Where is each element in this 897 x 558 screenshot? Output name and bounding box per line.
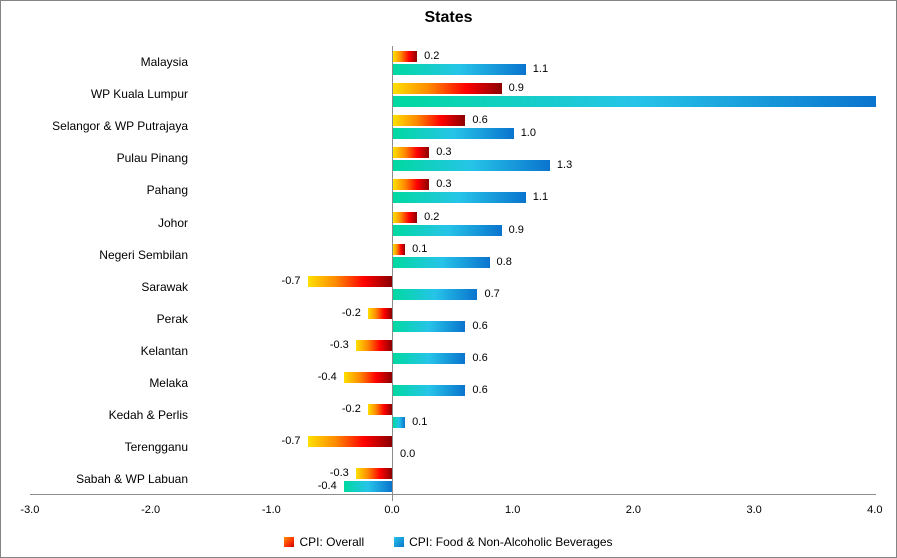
value-label: -0.4 (317, 371, 337, 383)
bar-cpi-overall (355, 468, 392, 480)
value-label: 0.6 (472, 384, 488, 396)
state-label: Johor (157, 215, 188, 230)
value-label: 0.3 (436, 178, 452, 191)
bar-cpi-overall (393, 115, 466, 127)
bar-cpi-overall (393, 211, 418, 223)
state-label: Perak (156, 311, 188, 326)
bar-cpi-food (393, 288, 478, 300)
value-label: -0.7 (281, 274, 301, 287)
bar-cpi-food (393, 417, 406, 429)
bar-cpi-food (393, 96, 876, 108)
state-label: Melaka (149, 376, 188, 390)
x-tick-label: 3.0 (746, 504, 762, 516)
state-label: Terengganu (124, 440, 188, 455)
state-label: Sabah & WP Labuan (76, 472, 188, 487)
state-label: Kedah & Perlis (108, 408, 188, 423)
value-label: 0.1 (412, 416, 428, 429)
value-label: 0.7 (484, 287, 500, 300)
state-label: Selangor & WP Putrajaya (52, 119, 188, 134)
value-label: 0.9 (508, 223, 524, 236)
value-label: -0.4 (317, 480, 337, 493)
x-axis-line (30, 494, 876, 495)
bar-cpi-food (393, 192, 526, 204)
bar-cpi-food (393, 128, 514, 140)
value-label: 1.0 (520, 127, 536, 140)
state-label: Pahang (146, 183, 188, 198)
bar-cpi-food (393, 352, 466, 364)
value-label: 0.2 (424, 50, 440, 62)
value-label: -0.2 (341, 306, 361, 319)
state-label: Kelantan (140, 343, 188, 358)
bar-cpi-overall (393, 179, 430, 191)
legend-item-food: CPI: Food & Non-Alcoholic Beverages (394, 535, 613, 549)
value-label: 0.6 (472, 319, 488, 332)
bar-cpi-food (393, 256, 490, 268)
bar-cpi-food (343, 481, 392, 493)
x-tick-label: 2.0 (625, 504, 642, 516)
state-label: Pulau Pinang (116, 151, 188, 166)
value-label: 1.3 (556, 159, 573, 172)
state-label: Sarawak (141, 279, 188, 294)
legend: CPI: Overall CPI: Food & Non-Alcoholic B… (1, 535, 896, 549)
bar-cpi-overall (393, 243, 406, 255)
legend-swatch-overall-icon (284, 537, 295, 547)
value-label: -0.7 (281, 435, 301, 448)
bar-cpi-overall (343, 372, 392, 383)
value-label: -0.3 (329, 467, 349, 480)
bar-cpi-food (393, 385, 466, 396)
value-label: 0.6 (472, 114, 488, 127)
x-tick-label: 4.0 (867, 504, 883, 516)
value-label: -0.3 (329, 338, 349, 351)
x-tick-label: -3.0 (20, 504, 40, 516)
value-label: 1.1 (532, 63, 549, 75)
x-tick-label: 0.0 (384, 504, 400, 516)
value-label: 0.8 (496, 255, 512, 268)
state-label: Negeri Sembilan (99, 247, 188, 262)
chart-title: States (424, 9, 473, 26)
value-label: 0.1 (412, 242, 428, 255)
bar-cpi-food (393, 160, 550, 172)
bar-cpi-food (393, 64, 526, 75)
bar-cpi-overall (307, 275, 392, 287)
value-label: 0.6 (472, 351, 488, 364)
value-label: 1.1 (532, 191, 549, 204)
bar-cpi-overall (393, 147, 430, 159)
bar-cpi-overall (355, 339, 392, 351)
bar-cpi-overall (393, 83, 502, 95)
legend-item-overall: CPI: Overall (284, 535, 364, 549)
legend-label-overall: CPI: Overall (299, 535, 365, 549)
value-label: 0.2 (424, 210, 440, 223)
x-tick-label: -2.0 (141, 504, 161, 516)
value-label: 0.3 (436, 146, 452, 159)
state-label: WP Kuala Lumpur (90, 87, 188, 102)
x-tick-label: -1.0 (261, 504, 281, 516)
value-label: 0.0 (400, 448, 416, 461)
bar-cpi-overall (367, 404, 392, 416)
value-label: 0.9 (508, 82, 524, 95)
legend-label-food: CPI: Food & Non-Alcoholic Beverages (409, 535, 613, 549)
bar-cpi-overall (393, 51, 418, 62)
legend-swatch-food-icon (394, 537, 405, 547)
bar-cpi-overall (367, 307, 392, 319)
bar-cpi-food (393, 320, 466, 332)
value-label: -0.2 (341, 403, 361, 416)
bar-cpi-overall (307, 436, 392, 448)
state-label: Malaysia (140, 55, 188, 69)
x-tick-label: 1.0 (505, 504, 521, 516)
bar-cpi-food (393, 224, 502, 236)
zero-axis-line (392, 46, 393, 501)
